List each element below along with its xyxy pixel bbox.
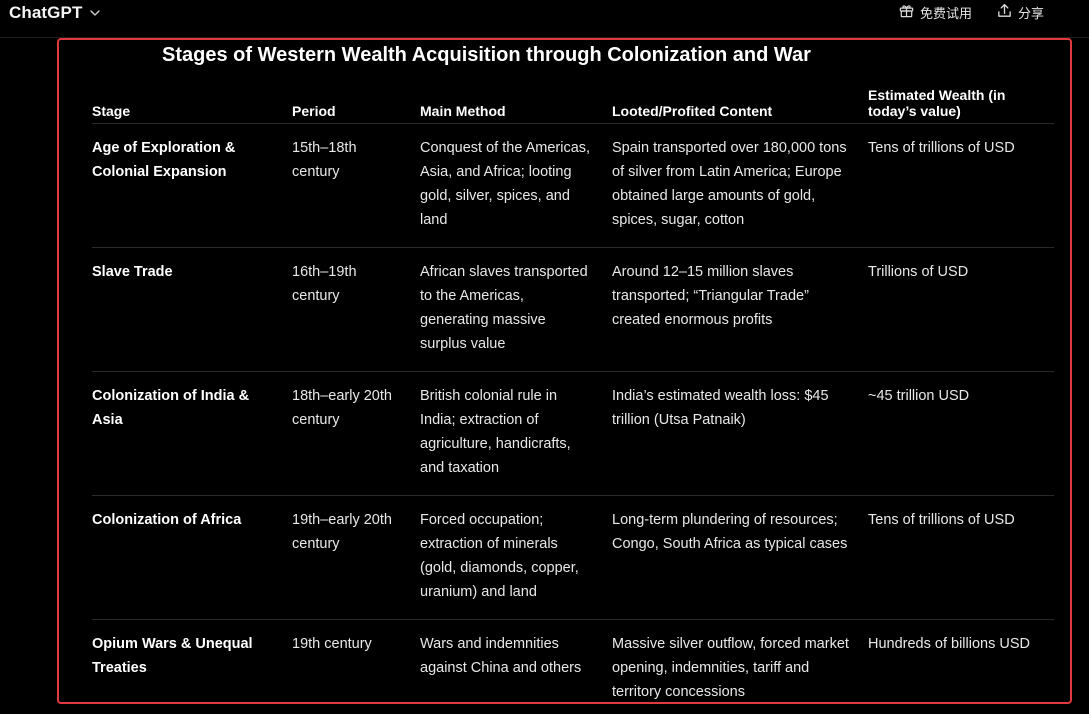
cell-wealth: Tens of trillions of USD <box>868 140 1015 156</box>
cell-period: 19th century <box>292 636 372 652</box>
cell-period: 15th–18th century <box>292 140 357 180</box>
table-title: Stages of Western Wealth Acquisition thr… <box>162 44 811 66</box>
cell-stage: Opium Wars & Unequal Treaties <box>92 636 253 676</box>
header-main-method: Main Method <box>420 103 506 119</box>
cell-method: Conquest of the Americas, Asia, and Afri… <box>420 140 591 228</box>
share-label: 分享 <box>1017 5 1044 21</box>
top-actions: 免费试用 分享 <box>898 2 1044 22</box>
highlighted-table-region: Stages of Western Wealth Acquisition thr… <box>57 38 1072 704</box>
table-header-row: Stage Period Main Method Looted/Profited… <box>92 87 1054 124</box>
cell-stage: Age of Exploration & Colonial Expansion <box>92 140 236 180</box>
cell-wealth: Trillions of USD <box>868 264 969 280</box>
cell-period: 18th–early 20th century <box>292 388 392 428</box>
cell-wealth: Tens of trillions of USD <box>868 512 1015 528</box>
cell-wealth: ~45 trillion USD <box>868 388 970 404</box>
cell-content: Massive silver outflow, forced market op… <box>612 636 849 700</box>
chevron-down-icon <box>88 6 102 20</box>
table-row: Colonization of India & Asia 18th–early … <box>92 372 1054 496</box>
table-row: Colonization of Africa 19th–early 20th c… <box>92 496 1054 620</box>
model-selector[interactable]: ChatGPT <box>9 3 102 23</box>
free-trial-label: 免费试用 <box>919 5 972 21</box>
cell-method: African slaves transported to the Americ… <box>420 264 588 352</box>
brand-label: ChatGPT <box>9 3 83 22</box>
wealth-table: Stage Period Main Method Looted/Profited… <box>92 87 1054 702</box>
cell-stage: Colonization of India & Asia <box>92 388 250 428</box>
header-looted-content: Looted/Profited Content <box>612 103 773 119</box>
cell-content: Long-term plundering of resources; Congo… <box>612 512 848 552</box>
cell-wealth: Hundreds of billions USD <box>868 636 1030 652</box>
cell-content: Spain transported over 180,000 tons of s… <box>612 140 847 228</box>
cell-period: 19th–early 20th century <box>292 512 392 552</box>
share-icon <box>996 2 1013 22</box>
header-estimated-wealth: Estimated Wealth (in today’s value) <box>868 87 1006 119</box>
gift-icon <box>898 2 915 22</box>
top-bar: ChatGPT 免费试用 分享 <box>0 0 1089 38</box>
header-period: Period <box>292 103 336 119</box>
share-button[interactable]: 分享 <box>996 2 1044 22</box>
cell-method: British colonial rule in India; extracti… <box>420 388 571 476</box>
cell-method: Forced occupation; extraction of mineral… <box>420 512 579 600</box>
table-row: Opium Wars & Unequal Treaties 19th centu… <box>92 620 1054 702</box>
free-trial-button[interactable]: 免费试用 <box>898 2 972 22</box>
cell-stage: Slave Trade <box>92 264 173 280</box>
header-stage: Stage <box>92 103 131 119</box>
table-row: Age of Exploration & Colonial Expansion … <box>92 124 1054 248</box>
table-row: Slave Trade 16th–19th century African sl… <box>92 248 1054 372</box>
cell-period: 16th–19th century <box>292 264 357 304</box>
cell-method: Wars and indemnities against China and o… <box>420 636 582 676</box>
cell-stage: Colonization of Africa <box>92 512 242 528</box>
cell-content: India’s estimated wealth loss: $45 trill… <box>612 388 829 428</box>
cell-content: Around 12–15 million slaves transported;… <box>612 264 809 328</box>
